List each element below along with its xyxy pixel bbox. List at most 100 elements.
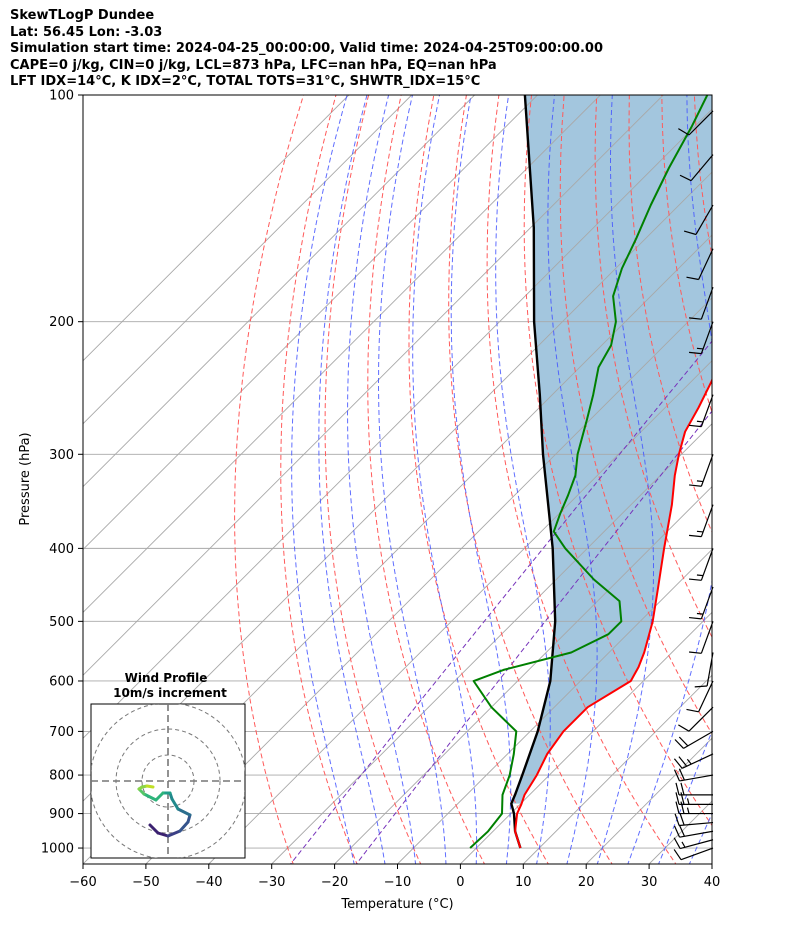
wind-barb — [673, 753, 714, 769]
x-tick-label: −30 — [258, 875, 285, 890]
wind-barb — [689, 287, 714, 320]
mixing-ratio-line — [289, 340, 712, 864]
wind-barb — [673, 837, 714, 850]
index-line: LFT IDX=14°C, K IDX=2°C, TOTAL TOTS=31°C… — [10, 74, 481, 89]
time-line: Simulation start time: 2024-04-25_00:00:… — [10, 41, 603, 56]
inset-subtitle: 10m/s increment — [113, 686, 227, 700]
wind-barb — [689, 548, 714, 581]
isotherm — [145, 297, 712, 864]
y-tick-label: 300 — [49, 448, 74, 463]
location-line: Lat: 56.45 Lon: -3.03 — [10, 24, 163, 40]
moist-adiabat — [450, 95, 512, 864]
dry-adiabat — [324, 95, 422, 864]
y-tick-label: 100 — [49, 89, 74, 104]
isotherm — [83, 95, 601, 614]
y-tick-label: 800 — [49, 769, 74, 784]
profiles — [469, 95, 712, 849]
y-tick-label: 600 — [49, 674, 74, 689]
y-tick-label: 700 — [49, 725, 74, 740]
wind-barb — [689, 394, 714, 428]
header: SkewTLogP Dundee Lat: 56.45 Lon: -3.03 S… — [10, 8, 603, 91]
moist-adiabat — [495, 95, 551, 864]
x-tick-label: 20 — [578, 875, 595, 890]
dry-adiabat — [594, 95, 712, 639]
cape-line: CAPE=0 j/kg, CIN=0 j/kg, LCL=873 hPa, LF… — [10, 57, 497, 73]
moist-adiabat — [688, 812, 712, 864]
moist-adiabat — [318, 95, 386, 864]
wind-barb — [673, 824, 714, 838]
x-axis-label: Temperature (°C) — [340, 897, 453, 912]
wind-barb — [673, 768, 714, 782]
wind-barb — [689, 621, 714, 654]
x-tick-label: 0 — [456, 875, 464, 890]
wind-barb — [674, 813, 714, 827]
x-tick-label: 40 — [704, 875, 721, 890]
dry-adiabat — [727, 95, 794, 873]
parcel-area — [511, 95, 712, 804]
isotherm — [460, 611, 712, 864]
title: SkewTLogP Dundee — [10, 8, 155, 23]
temperature-line — [514, 377, 712, 849]
moist-adiabat — [346, 95, 417, 864]
cape-cin-fill — [511, 95, 712, 804]
hodograph-segment — [148, 823, 160, 835]
hodograph-segment — [154, 791, 165, 802]
x-tick-label: 10 — [515, 875, 532, 890]
moist-adiabat — [547, 95, 598, 864]
dry-adiabats — [234, 95, 794, 873]
wind-barb — [686, 248, 714, 281]
x-tick-label: −60 — [69, 875, 96, 890]
hodograph-segment — [166, 829, 182, 838]
moist-adiabat — [596, 95, 654, 864]
isotherm — [271, 423, 712, 864]
dewpoint-line — [469, 95, 709, 849]
isotherm — [334, 485, 712, 864]
wind-barbs — [673, 110, 714, 861]
hodograph-segment — [156, 831, 170, 838]
moist-adiabat — [378, 95, 447, 864]
wind-barb — [679, 154, 714, 182]
dry-adiabat — [760, 95, 794, 873]
x-tick-label: −40 — [195, 875, 222, 890]
wind-barb — [678, 706, 714, 732]
inset-title: Wind Profile — [125, 671, 208, 685]
wind-barb — [675, 801, 713, 815]
y-tick-label: 1000 — [41, 842, 74, 857]
isotherm — [83, 95, 475, 488]
dry-adiabat — [486, 95, 677, 864]
moist-adiabat — [291, 95, 355, 864]
wind-barb — [689, 454, 714, 487]
y-tick-label: 900 — [49, 807, 74, 822]
wind-barb — [678, 110, 714, 136]
wind-barb — [683, 204, 714, 236]
moist-adiabat — [627, 95, 712, 864]
x-tick-label: −20 — [321, 875, 348, 890]
wind-barb — [689, 321, 714, 355]
isotherm — [83, 95, 538, 551]
dry-adiabat — [523, 95, 712, 827]
parcel-profile-line — [510, 95, 557, 849]
y-tick-label: 500 — [49, 615, 74, 630]
isotherm — [83, 95, 664, 676]
isotherm — [397, 548, 712, 864]
hodograph — [91, 704, 245, 858]
x-tick-label: −50 — [132, 875, 159, 890]
isotherm — [83, 108, 712, 739]
dry-adiabat — [408, 95, 549, 864]
isotherm — [711, 863, 712, 864]
isotherm — [83, 95, 350, 362]
x-axis: −60 −50 −40 −30 −20 −10 0 10 20 30 40 — [69, 864, 720, 890]
hodograph-segment — [145, 784, 155, 789]
wind-barb — [675, 782, 713, 796]
isotherm — [83, 95, 413, 425]
x-tick-label: 30 — [641, 875, 658, 890]
hodograph-segment — [178, 820, 190, 833]
hodograph-segment — [176, 807, 192, 817]
hodograph-segment — [142, 792, 158, 802]
moist-adiabats — [291, 95, 712, 864]
isotherm — [522, 674, 712, 864]
wind-barb — [674, 730, 714, 749]
wind-profile-inset: Wind Profile 10m/s increment — [90, 671, 246, 859]
wind-barb — [689, 586, 714, 620]
